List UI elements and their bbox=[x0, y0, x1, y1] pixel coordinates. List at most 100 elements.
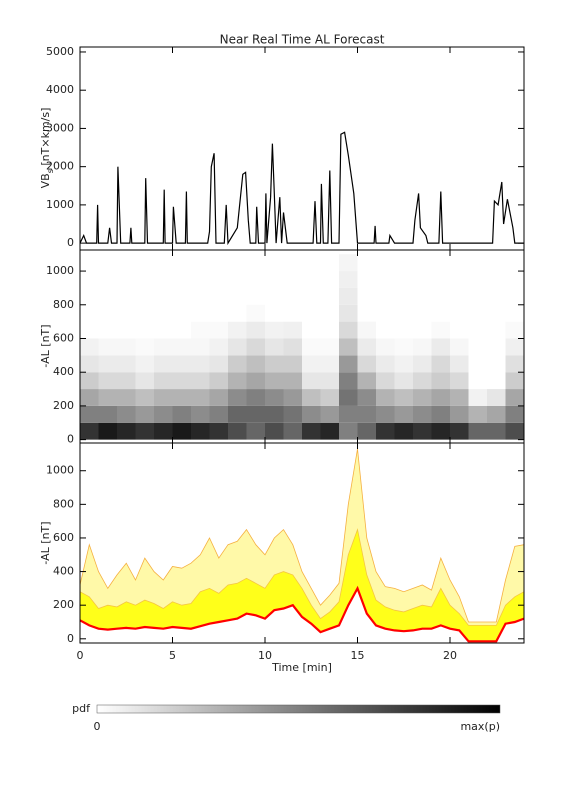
heat-cell bbox=[172, 304, 191, 322]
y-tick-label: 2000 bbox=[46, 160, 74, 173]
heat-cell bbox=[246, 321, 265, 339]
heat-cell bbox=[283, 338, 302, 356]
heat-cell bbox=[468, 254, 487, 272]
heat-cell bbox=[468, 304, 487, 322]
heat-cell bbox=[487, 355, 506, 373]
heat-cell bbox=[394, 271, 413, 288]
band-area bbox=[80, 448, 524, 643]
heat-cell bbox=[505, 321, 524, 339]
heat-cell bbox=[172, 254, 191, 272]
heat-cell bbox=[154, 422, 173, 440]
heat-cell bbox=[172, 372, 191, 390]
heat-cell bbox=[302, 287, 321, 305]
heat-cell bbox=[98, 372, 117, 390]
heat-cell bbox=[135, 287, 154, 305]
heat-cell bbox=[135, 304, 154, 322]
heat-cell bbox=[413, 254, 432, 272]
heat-cell bbox=[450, 372, 469, 390]
heat-cell bbox=[283, 355, 302, 373]
heat-cell bbox=[468, 405, 487, 423]
heat-cell bbox=[394, 321, 413, 339]
heat-cell bbox=[117, 321, 136, 339]
heat-cell bbox=[394, 287, 413, 305]
heat-cell bbox=[117, 389, 136, 406]
heat-cell bbox=[413, 389, 432, 406]
heat-cell bbox=[376, 372, 395, 390]
heat-cell bbox=[357, 254, 376, 272]
heat-cell bbox=[468, 372, 487, 390]
heat-cell bbox=[154, 287, 173, 305]
heat-cell bbox=[135, 338, 154, 356]
heat-cell bbox=[117, 254, 136, 272]
heat-cell bbox=[117, 422, 136, 440]
heat-cell bbox=[154, 389, 173, 406]
heat-cell bbox=[394, 355, 413, 373]
heat-cell bbox=[487, 254, 506, 272]
y-tick-label: 200 bbox=[53, 399, 74, 412]
heat-cell bbox=[431, 422, 450, 440]
heat-cell bbox=[468, 287, 487, 305]
heat-cell bbox=[135, 254, 154, 272]
heat-cell bbox=[487, 338, 506, 356]
heat-cell bbox=[191, 304, 210, 322]
heat-cell bbox=[283, 254, 302, 272]
y-label-unit: [nT×km/s] bbox=[39, 108, 52, 170]
heat-cell bbox=[154, 271, 173, 288]
heat-cell bbox=[172, 271, 191, 288]
heat-cell bbox=[283, 321, 302, 339]
heat-cell bbox=[80, 422, 99, 440]
heat-cell bbox=[487, 271, 506, 288]
data-line bbox=[79, 131, 524, 246]
heat-cell bbox=[265, 372, 284, 390]
heat-cell bbox=[394, 405, 413, 423]
heat-cell bbox=[468, 389, 487, 406]
heat-cell bbox=[154, 405, 173, 423]
x-axis-label: Time [min] bbox=[271, 661, 332, 674]
heat-cell bbox=[431, 389, 450, 406]
heat-cell bbox=[505, 254, 524, 272]
heat-cell bbox=[468, 422, 487, 440]
y-tick-label: 3000 bbox=[46, 121, 74, 134]
heat-cell bbox=[487, 287, 506, 305]
heat-cell bbox=[191, 389, 210, 406]
heat-cell bbox=[80, 355, 99, 373]
heat-cell bbox=[468, 355, 487, 373]
heat-cell bbox=[191, 372, 210, 390]
heat-cell bbox=[320, 405, 339, 423]
heat-cell bbox=[302, 422, 321, 440]
heat-cell bbox=[209, 271, 228, 288]
y-tick-label: 0 bbox=[67, 433, 74, 446]
heat-cell bbox=[487, 304, 506, 322]
heat-cell bbox=[505, 405, 524, 423]
heat-cell bbox=[339, 405, 358, 423]
heat-cell bbox=[320, 321, 339, 339]
heat-cell bbox=[117, 405, 136, 423]
heat-cell bbox=[376, 405, 395, 423]
heat-cell bbox=[357, 271, 376, 288]
heat-cell bbox=[265, 355, 284, 373]
heat-cell bbox=[376, 321, 395, 339]
heat-cell bbox=[191, 287, 210, 305]
heat-cell bbox=[265, 422, 284, 440]
heat-cell bbox=[505, 287, 524, 305]
heat-cell bbox=[413, 287, 432, 305]
heat-cell bbox=[394, 254, 413, 272]
heat-cell bbox=[80, 405, 99, 423]
heat-cell bbox=[228, 304, 247, 322]
heat-cell bbox=[191, 355, 210, 373]
heat-cell bbox=[357, 372, 376, 390]
heat-cell bbox=[191, 254, 210, 272]
heat-cell bbox=[376, 254, 395, 272]
heat-cell bbox=[209, 355, 228, 373]
y-axis-label: VBs [nT×km/s] bbox=[39, 108, 55, 189]
heat-cell bbox=[135, 372, 154, 390]
heat-cell bbox=[505, 422, 524, 440]
heat-cell bbox=[117, 287, 136, 305]
heat-cell bbox=[228, 321, 247, 339]
heat-cell bbox=[117, 304, 136, 322]
x-tick-label: 20 bbox=[443, 649, 457, 662]
heat-cell bbox=[320, 287, 339, 305]
heat-cell bbox=[228, 355, 247, 373]
heat-cell bbox=[265, 271, 284, 288]
colorbar-max: max(p) bbox=[460, 720, 500, 733]
